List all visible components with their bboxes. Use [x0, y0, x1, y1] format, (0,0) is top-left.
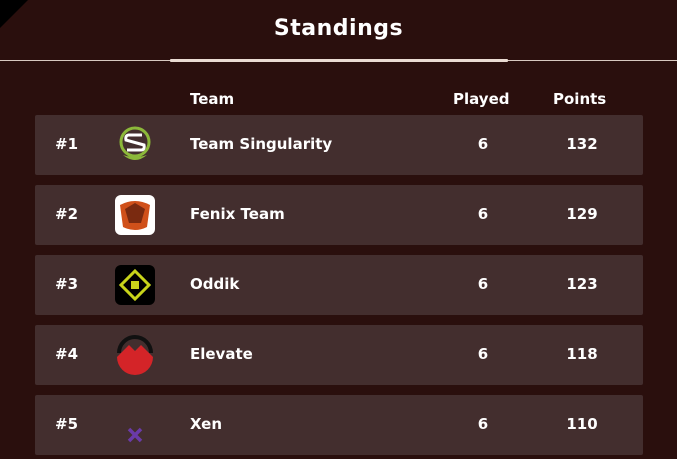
table-row: #4 Elevate 6 118: [35, 325, 643, 385]
rank: #2: [55, 205, 79, 223]
rank: #3: [55, 275, 79, 293]
oddik-logo-icon: [115, 265, 155, 305]
team-name: Oddik: [190, 275, 240, 293]
played: 6: [477, 275, 489, 293]
played: 6: [477, 415, 489, 433]
team-name: Team Singularity: [190, 135, 333, 153]
fenix-logo-icon: [115, 195, 155, 235]
rank: #1: [55, 135, 79, 153]
points: 123: [566, 275, 598, 293]
points: 118: [566, 345, 598, 363]
rank: #5: [55, 415, 79, 433]
elevate-logo-icon: [117, 335, 153, 375]
team-name: Elevate: [190, 345, 253, 363]
corner-decoration: [0, 0, 28, 28]
header-team: Team: [190, 90, 235, 108]
played: 6: [477, 135, 489, 153]
header-points: Points: [553, 90, 607, 108]
table-row: #2 Fenix Team 6 129: [35, 185, 643, 245]
points: 129: [566, 205, 598, 223]
xen-logo-icon: [127, 427, 143, 443]
points: 110: [566, 415, 598, 433]
table-row: #3 Oddik 6 123: [35, 255, 643, 315]
singularity-logo-icon: [119, 126, 151, 160]
team-name: Fenix Team: [190, 205, 285, 223]
table-row: #1 Team Singularity 6 132: [35, 115, 643, 175]
page-title: Standings: [273, 16, 404, 41]
played: 6: [477, 345, 489, 363]
table-row: #5 Xen 6 110: [35, 395, 643, 455]
played: 6: [477, 205, 489, 223]
header-played: Played: [453, 90, 510, 108]
team-name: Xen: [190, 415, 223, 433]
rank: #4: [55, 345, 79, 363]
points: 132: [566, 135, 598, 153]
title-underline: [170, 59, 508, 62]
